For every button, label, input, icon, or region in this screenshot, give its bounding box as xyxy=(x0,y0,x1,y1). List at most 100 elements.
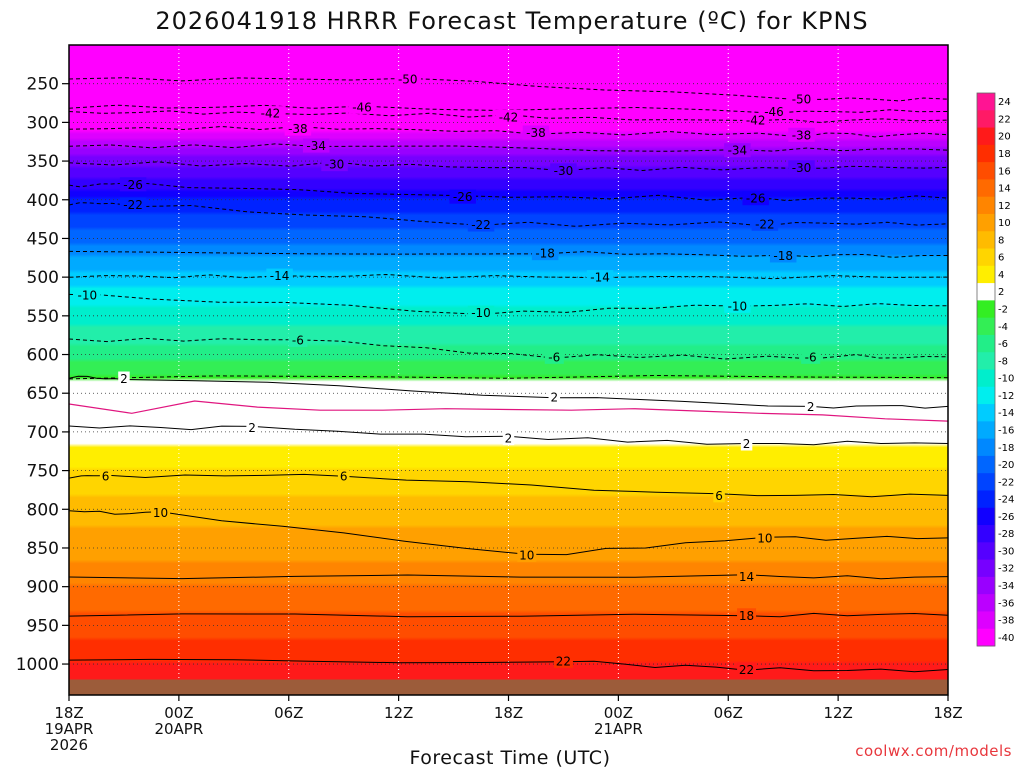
colorbar-label: 10 xyxy=(998,218,1011,229)
colorbar-swatch xyxy=(977,144,995,163)
y-tick-label: 700 xyxy=(27,423,59,443)
contour-label-bg xyxy=(449,189,476,204)
contour-label: -46 xyxy=(352,100,372,114)
y-tick-label: 550 xyxy=(27,307,59,327)
contour-label: 22 xyxy=(556,654,571,668)
colorbar-swatch xyxy=(977,369,995,388)
y-tick-label: 800 xyxy=(27,500,59,520)
contour-label-bg xyxy=(740,436,753,451)
x-tick-label: 06Z xyxy=(714,704,743,722)
contour-label: -30 xyxy=(325,158,345,172)
colorbar-label: 16 xyxy=(998,166,1011,177)
contour-label: 18 xyxy=(739,609,754,623)
colorbar-label: -36 xyxy=(998,598,1014,609)
colorbar-label: -2 xyxy=(998,305,1008,316)
colorbar-label: 4 xyxy=(998,270,1004,281)
contour-label-bg xyxy=(517,547,537,562)
y-axis: 250 300 350 400 450 500 550 600 650 700 750 800 850 9… xyxy=(16,75,69,675)
colorbar-swatch xyxy=(977,179,995,198)
contour-label: -18 xyxy=(535,247,555,261)
contour-label: 2 xyxy=(505,432,513,446)
contour-label: -14 xyxy=(590,271,610,285)
contour-label: -42 xyxy=(261,107,281,121)
colorbar-swatch xyxy=(977,162,995,180)
x-tick-label: 18Z xyxy=(933,704,962,722)
contour-label-bg xyxy=(119,197,147,212)
contour-label-bg xyxy=(769,248,797,263)
colorbar-swatch xyxy=(977,455,995,474)
contour-line xyxy=(69,77,948,102)
contour-label-bg xyxy=(99,469,112,484)
contour-line xyxy=(69,143,948,152)
contour-label-bg xyxy=(467,217,495,232)
x-tick-label: 00Z xyxy=(164,704,193,722)
contour-label: -38 xyxy=(288,122,308,136)
contour-label-bg xyxy=(394,72,422,87)
colorbar-swatch xyxy=(977,213,995,232)
contour-label: 2 xyxy=(550,391,558,405)
contour-label: -34 xyxy=(306,139,326,153)
colorbar-label: -32 xyxy=(998,564,1014,575)
contour-line xyxy=(69,250,948,258)
colorbar-swatch xyxy=(977,559,995,578)
colorbar-swatch xyxy=(977,334,995,353)
colorbar-label: 22 xyxy=(998,114,1011,125)
colorbar-swatch xyxy=(977,594,995,612)
colorbar-swatch xyxy=(977,300,995,319)
contour-label-bg xyxy=(348,99,376,114)
contour-label-bg xyxy=(737,569,757,584)
contour-label-bg xyxy=(544,349,564,364)
y-tick-label: 500 xyxy=(27,268,59,288)
contour-label: -30 xyxy=(554,164,574,178)
colorbar-label: -8 xyxy=(998,356,1008,367)
colorbar-swatch xyxy=(977,576,995,595)
y-tick-label: 750 xyxy=(27,462,59,482)
x-tick-label: 12Z xyxy=(384,704,413,722)
contour-label: -42 xyxy=(499,110,519,124)
colorbar-label: -40 xyxy=(998,633,1014,644)
freezing-line xyxy=(69,400,948,422)
contour-label: -22 xyxy=(123,198,143,212)
contour-label-bg xyxy=(495,109,522,124)
colorbar-label: -4 xyxy=(998,322,1008,333)
colorbar-swatch xyxy=(977,283,995,301)
colorbar-swatch xyxy=(977,628,995,647)
x-tick-label: 20APR xyxy=(154,720,203,738)
contour-label-bg xyxy=(288,332,308,347)
x-tick-label: 12Z xyxy=(823,704,852,722)
contour-label-bg xyxy=(502,431,515,446)
credit-text: coolwx.com/models xyxy=(855,742,1012,760)
x-tick-label: 06Z xyxy=(274,704,303,722)
contour-label-bg xyxy=(550,163,577,178)
colorbar-label: 14 xyxy=(998,184,1011,195)
colorbar-label: 6 xyxy=(998,253,1004,264)
contour-label-bg xyxy=(788,160,815,175)
y-tick-label: 650 xyxy=(27,384,59,404)
contour-label-bg xyxy=(321,157,348,172)
contour-label: 6 xyxy=(715,489,723,503)
contour-label-bg xyxy=(74,287,101,302)
contour-label: 10 xyxy=(519,548,534,562)
contour-label: 10 xyxy=(153,506,168,520)
y-tick-label: 900 xyxy=(27,578,59,598)
contour-label: 2 xyxy=(743,437,751,451)
contour-label: -10 xyxy=(728,299,748,313)
chart-title: 2026041918 HRRR Forecast Temperature (ºC… xyxy=(155,7,868,35)
contour-label-bg xyxy=(302,138,330,153)
colorbar-label: 12 xyxy=(998,201,1011,212)
contour-label-bg xyxy=(724,143,751,158)
contour-label-bg xyxy=(713,488,725,503)
contour-label: -34 xyxy=(728,144,748,158)
colorbar-swatch xyxy=(977,317,995,336)
contour-label-bg xyxy=(467,305,495,320)
contour-label: 2 xyxy=(248,421,256,435)
contour-label-bg xyxy=(801,349,821,364)
contour-line xyxy=(69,658,948,673)
contour-label: -50 xyxy=(398,73,418,87)
colorbar-swatch xyxy=(977,352,995,370)
x-axis-label: Forecast Time (UTC) xyxy=(410,747,611,768)
ground-level xyxy=(69,679,948,695)
y-tick-label: 950 xyxy=(27,616,59,636)
contour-label-bg xyxy=(737,662,757,677)
